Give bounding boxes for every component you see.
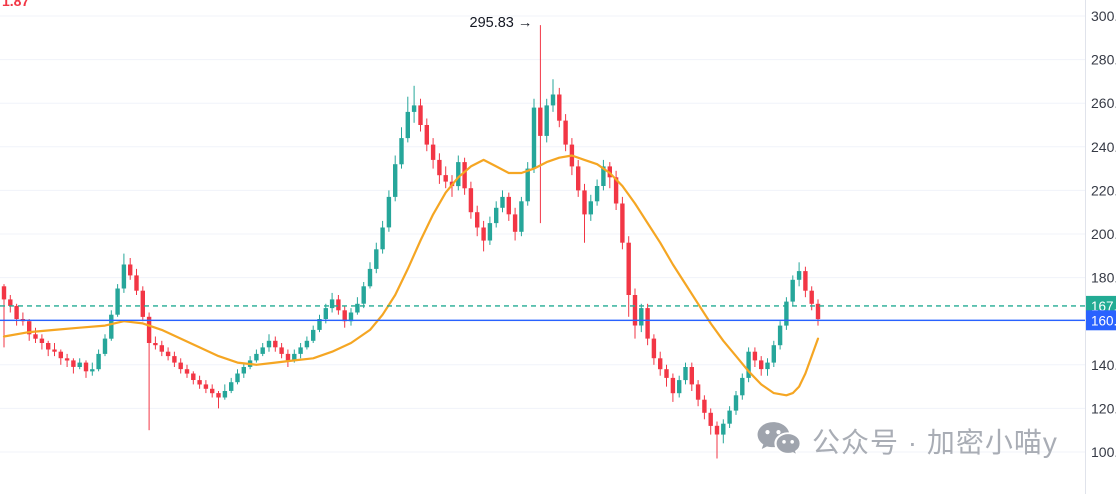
price-tick-label: 220. <box>1091 182 1116 198</box>
svg-text:167.: 167. <box>1091 299 1116 314</box>
price-tick-label: 100. <box>1091 444 1116 460</box>
high-annotation: 295.83 → <box>470 15 533 31</box>
price-tick-label: 120. <box>1091 400 1116 416</box>
watermark-text: 公众号 · 加密小喵y <box>812 427 1058 458</box>
price-axis[interactable]: 300. 280. 260. 240. 220. 200. 180. 160. 140. 120.… <box>1091 8 1116 460</box>
price-tick-label: 200. <box>1091 226 1116 242</box>
grid-lines <box>0 15 1085 453</box>
price-tick-label: 260. <box>1091 95 1116 111</box>
price-tick-label: 140. <box>1091 357 1116 373</box>
price-tick-label: 280. <box>1091 52 1116 68</box>
candles <box>1 25 821 459</box>
wechat-icon <box>757 422 802 458</box>
legend-fragment: 1.87 <box>2 0 30 9</box>
price-tick-label: 180. <box>1091 270 1116 286</box>
price-tick-label: 300. <box>1091 8 1116 24</box>
price-tick-label: 240. <box>1091 139 1116 155</box>
watermark: 公众号 · 加密小喵y <box>756 420 1058 462</box>
current-price-badge: 160. <box>1086 310 1116 331</box>
svg-text:160.: 160. <box>1091 313 1116 328</box>
ma-line <box>2 154 820 397</box>
